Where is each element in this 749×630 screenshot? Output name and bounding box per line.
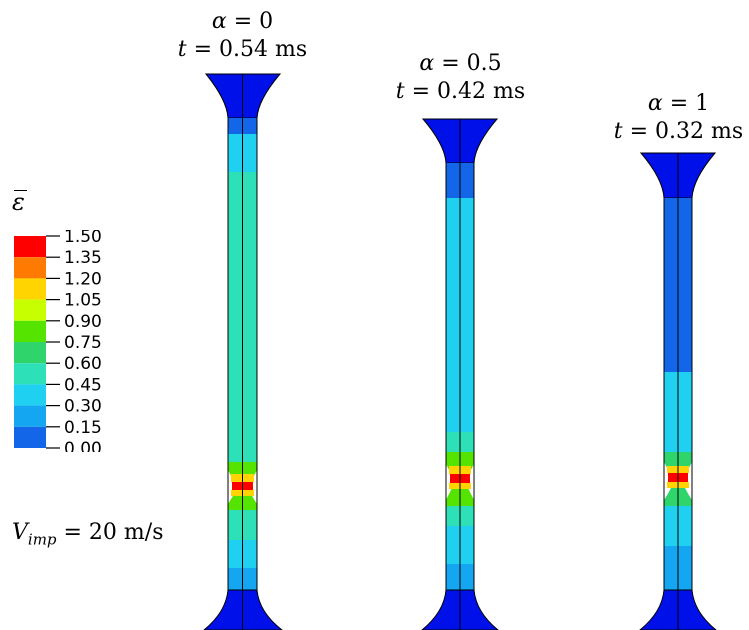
velocity-value: = 20 m/s [56, 520, 164, 545]
legend-tick-label: 0.30 [64, 397, 102, 417]
legend-title: ε [12, 188, 27, 216]
alpha-symbol: α [647, 91, 663, 116]
velocity-symbol: V [12, 520, 28, 545]
velocity-subscript: imp [27, 530, 57, 549]
legend-color-box [14, 299, 46, 321]
alpha-value: = 0 [226, 9, 274, 34]
legend-color-box [14, 384, 46, 406]
legend-tick-label: 0.15 [64, 418, 102, 438]
legend-color-box [14, 257, 46, 279]
legend-tick-label: 1.05 [64, 291, 102, 311]
specimen-1 [203, 73, 283, 630]
time-value: = 0.42 ms [404, 79, 526, 104]
alpha-symbol: α [419, 51, 435, 76]
specimen-2-label: α = 0.5 t = 0.42 ms [378, 50, 543, 106]
legend-color-box [14, 426, 46, 448]
time-symbol: t [613, 119, 623, 144]
legend-color-box [14, 405, 46, 427]
legend-color-box [14, 236, 46, 258]
time-symbol: t [395, 79, 405, 104]
legend-color-box [14, 363, 46, 385]
legend-tick-label: 1.35 [64, 248, 102, 268]
specimen-3 [639, 152, 717, 630]
legend-color-box [14, 342, 46, 364]
legend-tick-label: 1.50 [64, 230, 102, 247]
alpha-value: = 1 [662, 91, 710, 116]
strain-legend: 1.501.351.201.050.900.750.600.450.300.15… [14, 230, 102, 452]
legend-tick-label: 0.90 [64, 312, 102, 332]
time-value: = 0.32 ms [622, 119, 744, 144]
legend-tick-label: 0.60 [64, 354, 102, 374]
specimen-1-label: α = 0 t = 0.54 ms [160, 8, 325, 64]
time-symbol: t [177, 37, 187, 62]
time-value: = 0.54 ms [186, 37, 308, 62]
legend-tick-label: 0.45 [64, 375, 102, 395]
legend-color-box [14, 320, 46, 342]
alpha-symbol: α [211, 9, 227, 34]
impact-velocity-label: Vimp = 20 m/s [12, 520, 164, 548]
legend-color-box [14, 278, 46, 300]
alpha-value: = 0.5 [434, 51, 502, 76]
legend-tick-label: 0.00 [64, 439, 102, 452]
legend-tick-label: 0.75 [64, 333, 102, 353]
legend-tick-label: 1.20 [64, 269, 102, 289]
specimen-3-label: α = 1 t = 0.32 ms [596, 90, 749, 146]
specimen-2 [421, 118, 499, 630]
